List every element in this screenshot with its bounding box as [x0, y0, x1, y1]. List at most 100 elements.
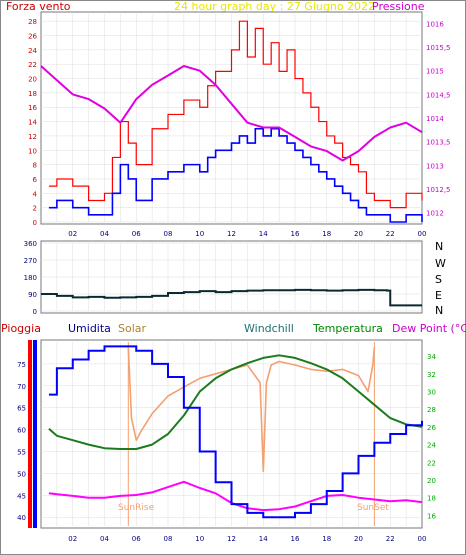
pressure-tick-label: 1013,5 [426, 139, 451, 147]
direction-label-w: W [435, 257, 446, 270]
direction-label-s: S [435, 273, 442, 286]
direction-series [41, 288, 422, 307]
wind-tick-label: 24 [28, 47, 37, 55]
pressure-tick-label: 1012 [426, 210, 444, 218]
solar-axis-title: Solar [118, 322, 147, 335]
humidity-tick-label: 65 [17, 405, 26, 413]
temperature-axis-title: Temperatura [312, 322, 383, 335]
sunset-label: SunSet [357, 503, 389, 513]
direction-tick-label: 270 [24, 257, 37, 265]
windchill-axis-title: Windchill [244, 322, 294, 335]
x-tick-label: 18 [322, 535, 331, 543]
temperature-line [48, 354, 423, 450]
x-tick-label: 22 [386, 230, 395, 238]
x-tick-label: 14 [259, 535, 268, 543]
pressure-tick-label: 1015 [426, 68, 444, 76]
rain-axis-title: Pioggia [1, 322, 41, 335]
wind-tick-label: 6 [33, 176, 38, 184]
humidity-line [48, 345, 423, 519]
direction-tick-label: 0 [33, 308, 37, 316]
direction-label-n-bottom: N [435, 304, 443, 317]
wind-gust-line [48, 127, 423, 223]
temperature-tick-label: 20 [427, 477, 436, 485]
humidity-tick-label: 50 [17, 470, 26, 478]
temperature-tick-label: 24 [427, 442, 436, 450]
x-tick-label: 12 [227, 535, 236, 543]
pressure-tick-label: 1014,5 [426, 91, 451, 99]
x-tick-label: 18 [322, 230, 331, 238]
temperature-tick-label: 34 [427, 353, 436, 361]
x-tick-label: 22 [386, 535, 395, 543]
direction-tick-label: 90 [28, 291, 37, 299]
bottom-series [48, 342, 423, 526]
temperature-tick-label: 28 [427, 406, 436, 414]
dewpoint-axis-title: Dew Point (°C) [392, 322, 466, 335]
pressure-axis-title: Pressione [372, 0, 425, 13]
x-tick-label: 00 [418, 535, 427, 543]
temperature-tick-label: 26 [427, 424, 436, 432]
pressure-line [40, 65, 423, 162]
wind-tick-label: 8 [33, 162, 37, 170]
x-tick-label: 06 [132, 535, 141, 543]
wind-direction-panel: 0 90 180 270 360 N W S E N [24, 240, 446, 317]
humidity-axis-bar [33, 340, 37, 528]
x-tick-label: 06 [132, 230, 141, 238]
humidity-axis-title: Umidita [68, 322, 111, 335]
humidity-tick-label: 70 [17, 383, 26, 391]
wind-tick-label: 14 [28, 119, 37, 127]
pressure-tick-label: 1013 [426, 162, 444, 170]
x-tick-label: 12 [227, 230, 236, 238]
wind-tick-label: 22 [28, 61, 37, 69]
wind-pressure-panel: Forza vento 24 hour graph day : 27 Giugn… [6, 0, 451, 238]
x-tick-label: 04 [100, 230, 109, 238]
x-tick-label: 16 [291, 230, 300, 238]
wind-tick-label: 26 [28, 33, 37, 41]
temperature-tick-label: 30 [427, 389, 436, 397]
humidity-tick-label: 75 [17, 361, 26, 369]
temperature-tick-label: 22 [427, 459, 436, 467]
temperature-tick-label: 18 [427, 495, 436, 503]
wind-direction-line [41, 288, 422, 307]
chart-title: 24 hour graph day : 27 Giugno 2022 [174, 0, 375, 13]
direction-label-n-top: N [435, 240, 443, 253]
bottom-tick-labels: 40 45 50 55 60 65 70 75 16 18 20 22 24 26 28 30 32 34 02 04… [17, 353, 436, 543]
wind-tick-label: 12 [28, 133, 37, 141]
wind-tick-label: 0 [33, 219, 37, 227]
x-tick-label: 16 [291, 535, 300, 543]
wind-tick-label: 10 [28, 147, 37, 155]
direction-tick-label: 180 [24, 274, 37, 282]
wind-tick-label: 4 [33, 190, 38, 198]
x-tick-label: 04 [100, 535, 109, 543]
direction-tick-label: 360 [24, 240, 37, 248]
wind-tick-label: 18 [28, 90, 37, 98]
x-tick-label: 00 [418, 230, 427, 238]
pressure-tick-label: 1014 [426, 115, 444, 123]
x-tick-label: 14 [259, 230, 268, 238]
rain-axis-bar [28, 340, 32, 528]
wind-axis-title: Forza vento [6, 0, 71, 13]
direction-label-e: E [435, 289, 442, 302]
x-tick-label: 20 [354, 230, 363, 238]
wind-tick-label: 20 [28, 76, 37, 84]
humidity-tick-label: 40 [17, 514, 26, 522]
direction-grid [41, 242, 422, 312]
direction-tick-labels: 0 90 180 270 360 [24, 240, 37, 316]
pressure-tick-label: 1012,5 [426, 186, 451, 194]
wind-tick-label: 16 [28, 104, 37, 112]
wind-tick-label: 2 [33, 205, 37, 213]
x-tick-label: 08 [164, 535, 173, 543]
solar-line [127, 347, 376, 473]
top-tick-labels: 024681012141618202224262810121012,510131… [28, 18, 450, 238]
temperature-tick-label: 16 [427, 512, 436, 520]
temp-humidity-panel: Pioggia Umidita Solar Windchill Temperat… [1, 322, 466, 543]
wind-tick-label: 28 [28, 18, 37, 26]
x-tick-label: 02 [68, 230, 77, 238]
pressure-tick-label: 1015,5 [426, 44, 451, 52]
x-tick-label: 02 [68, 535, 77, 543]
humidity-tick-label: 60 [17, 427, 26, 435]
x-tick-label: 10 [195, 230, 204, 238]
x-tick-label: 10 [195, 535, 204, 543]
top-series [40, 20, 423, 223]
temperature-tick-label: 32 [427, 371, 436, 379]
